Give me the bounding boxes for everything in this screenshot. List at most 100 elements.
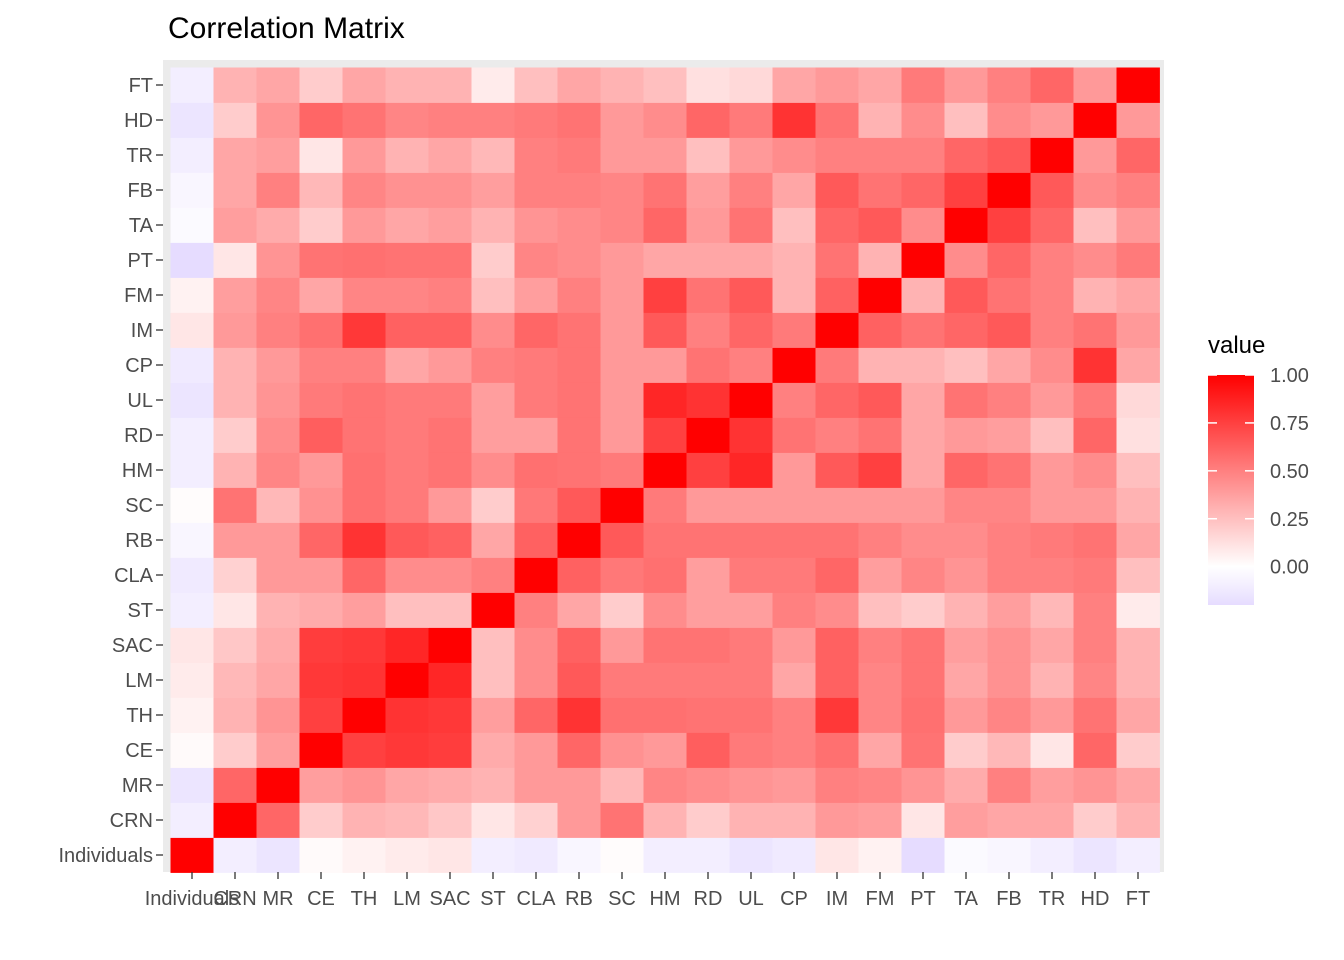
heatmap-cell-FT-IM <box>815 67 859 103</box>
heatmap-cell-ST-FT <box>1116 592 1160 628</box>
heatmap-cell-FM-LM <box>385 277 429 313</box>
heatmap-cell-IM-FT <box>1116 312 1160 348</box>
heatmap-cell-SC-FM <box>858 487 902 523</box>
heatmap-cell-HD-CE <box>299 102 343 138</box>
heatmap-cell-TA-ST <box>471 207 515 243</box>
heatmap-cell-RB-TR <box>1030 522 1074 558</box>
heatmap-cell-RB-SC <box>600 522 644 558</box>
heatmap-cell-CE-UL <box>729 732 773 768</box>
heatmap-cell-SC-RD <box>686 487 730 523</box>
heatmap-cell-SC-CP <box>772 487 816 523</box>
heatmap-cell-FM-IM <box>815 277 859 313</box>
heatmap-cell-TH-Individuals <box>170 697 214 733</box>
heatmap-cell-SAC-IM <box>815 627 859 663</box>
heatmap-cell-CE-CP <box>772 732 816 768</box>
heatmap-cell-LM-RD <box>686 662 730 698</box>
heatmap-cell-FT-TH <box>342 67 386 103</box>
heatmap-cell-CE-FT <box>1116 732 1160 768</box>
heatmap-cell-FM-CLA <box>514 277 558 313</box>
heatmap-cell-TR-FT <box>1116 137 1160 173</box>
x-tick-label-HM: HM <box>649 888 680 910</box>
heatmap-cell-HD-CLA <box>514 102 558 138</box>
heatmap-cell-TA-TR <box>1030 207 1074 243</box>
heatmap-cell-CRN-CLA <box>514 802 558 838</box>
heatmap-cell-UL-HD <box>1073 382 1117 418</box>
heatmap-cell-TR-SC <box>600 137 644 173</box>
heatmap-cell-HM-TA <box>944 452 988 488</box>
heatmap-cell-SAC-LM <box>385 627 429 663</box>
heatmap-cell-FM-CP <box>772 277 816 313</box>
heatmap-cell-FT-PT <box>901 67 945 103</box>
heatmap-cell-RD-RD <box>686 417 730 453</box>
heatmap-cell-LM-RB <box>557 662 601 698</box>
heatmap-cell-RD-RB <box>557 417 601 453</box>
heatmap-cell-CRN-FT <box>1116 802 1160 838</box>
heatmap-cell-UL-ST <box>471 382 515 418</box>
heatmap-cell-CLA-RB <box>557 557 601 593</box>
heatmap-cell-PT-UL <box>729 242 773 278</box>
heatmap-cell-FM-TA <box>944 277 988 313</box>
heatmap-cell-FB-SC <box>600 172 644 208</box>
heatmap-cell-ST-IM <box>815 592 859 628</box>
heatmap-cell-SC-HD <box>1073 487 1117 523</box>
heatmap-cell-FM-RB <box>557 277 601 313</box>
heatmap-cell-IM-RB <box>557 312 601 348</box>
heatmap-cell-CLA-FT <box>1116 557 1160 593</box>
heatmap-cell-TR-RB <box>557 137 601 173</box>
heatmap-cell-RD-CLA <box>514 417 558 453</box>
x-tick-label-CP: CP <box>780 888 808 910</box>
heatmap-cell-CLA-HM <box>643 557 687 593</box>
heatmap-cell-FB-CRN <box>213 172 257 208</box>
x-tick-label-FM: FM <box>866 888 895 910</box>
heatmap-cell-CE-CLA <box>514 732 558 768</box>
heatmap-cell-CP-HD <box>1073 347 1117 383</box>
heatmap-cell-HM-TH <box>342 452 386 488</box>
x-tick-label-PT: PT <box>910 888 936 910</box>
heatmap-cell-RD-TR <box>1030 417 1074 453</box>
heatmap-cell-RD-MR <box>256 417 300 453</box>
heatmap-cell-LM-MR <box>256 662 300 698</box>
heatmap-cell-TH-CLA <box>514 697 558 733</box>
heatmap-cell-UL-MR <box>256 382 300 418</box>
heatmap-cell-SC-CE <box>299 487 343 523</box>
heatmap-cell-FT-SC <box>600 67 644 103</box>
legend-tick-label: 0.50 <box>1270 461 1309 483</box>
heatmap-cell-IM-HD <box>1073 312 1117 348</box>
heatmap-cell-CP-PT <box>901 347 945 383</box>
heatmap-cell-MR-TR <box>1030 767 1074 803</box>
heatmap-cell-FM-HM <box>643 277 687 313</box>
heatmap-cell-MR-CRN <box>213 767 257 803</box>
heatmap-cell-CRN-MR <box>256 802 300 838</box>
heatmap-cell-CE-TA <box>944 732 988 768</box>
heatmap-cell-FM-SC <box>600 277 644 313</box>
heatmap-cell-FB-MR <box>256 172 300 208</box>
heatmap-cell-FB-FM <box>858 172 902 208</box>
x-tick-label-MR: MR <box>262 888 293 910</box>
x-tick-label-Individuals: Individuals <box>145 888 240 910</box>
heatmap-cell-HM-IM <box>815 452 859 488</box>
heatmap-cell-TA-HM <box>643 207 687 243</box>
heatmap-cell-FB-IM <box>815 172 859 208</box>
heatmap-cell-ST-LM <box>385 592 429 628</box>
heatmap-cell-LM-PT <box>901 662 945 698</box>
heatmap-cell-UL-CE <box>299 382 343 418</box>
heatmap-cell-TH-CE <box>299 697 343 733</box>
heatmap-cell-UL-RB <box>557 382 601 418</box>
heatmap-cell-TR-FB <box>987 137 1031 173</box>
heatmap-cell-CP-TR <box>1030 347 1074 383</box>
heatmap-cell-UL-SAC <box>428 382 472 418</box>
heatmap-cell-TH-FM <box>858 697 902 733</box>
heatmap-cell-SAC-TR <box>1030 627 1074 663</box>
heatmap-cell-HD-HD <box>1073 102 1117 138</box>
legend-tick-label: 0.75 <box>1270 413 1309 435</box>
heatmap-cell-HM-LM <box>385 452 429 488</box>
heatmap-cell-TH-ST <box>471 697 515 733</box>
heatmap-cell-FT-RB <box>557 67 601 103</box>
heatmap-cell-TH-TA <box>944 697 988 733</box>
heatmap-cell-CRN-Individuals <box>170 802 214 838</box>
heatmap-cell-HD-ST <box>471 102 515 138</box>
heatmap-cell-HM-Individuals <box>170 452 214 488</box>
x-tick-label-ST: ST <box>480 888 506 910</box>
heatmap-cell-Individuals-FB <box>987 837 1031 873</box>
heatmap-cell-CE-HM <box>643 732 687 768</box>
